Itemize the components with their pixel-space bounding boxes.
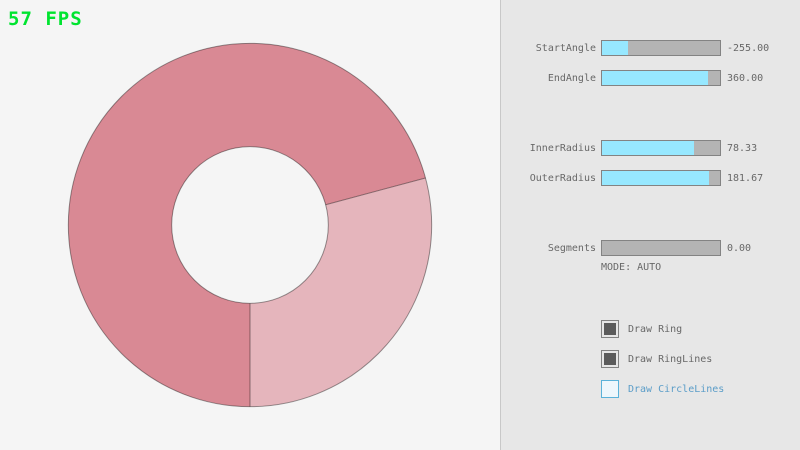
checkbox-box-icon[interactable] (601, 380, 619, 398)
ring-outer-outline (67, 42, 433, 408)
ring-inner-outline (171, 146, 329, 304)
checkbox-box-icon[interactable] (601, 320, 619, 338)
checkbox-draw-ringlines-label: Draw RingLines (628, 354, 713, 365)
checkbox-draw-ring-label: Draw Ring (628, 324, 683, 335)
checkbox-draw-ring[interactable]: Draw Ring (501, 320, 800, 338)
fps-counter: 57 FPS (8, 8, 83, 30)
segments-mode-text: MODE: AUTO (601, 262, 662, 273)
slider-row-outerradius: OuterRadius 181.67 (501, 170, 800, 186)
segments-value: 0.00 (727, 243, 752, 254)
outerradius-label: OuterRadius (529, 173, 596, 184)
ring-single-sector (250, 177, 432, 407)
outerradius-value: 181.67 (727, 173, 764, 184)
checkbox-draw-circlelines-label: Draw CircleLines (628, 384, 725, 395)
checkbox-box-icon[interactable] (601, 350, 619, 368)
segments-label: Segments (547, 243, 596, 254)
endangle-value: 360.00 (727, 73, 764, 84)
innerradius-slider-fill (602, 141, 695, 155)
innerradius-label: InnerRadius (529, 143, 596, 154)
checkbox-draw-circlelines[interactable]: Draw CircleLines (501, 380, 800, 398)
ring-chart (67, 42, 433, 408)
slider-row-endangle: EndAngle 360.00 (501, 70, 800, 86)
startangle-slider[interactable] (601, 40, 721, 56)
outerradius-slider-fill (602, 171, 710, 185)
ring-overlap-sector (68, 43, 426, 407)
startangle-value: -255.00 (727, 43, 770, 54)
endangle-slider-fill (602, 71, 709, 85)
innerradius-slider[interactable] (601, 140, 721, 156)
checkbox-draw-ringlines[interactable]: Draw RingLines (501, 350, 800, 368)
endangle-slider[interactable] (601, 70, 721, 86)
endangle-label: EndAngle (547, 73, 596, 84)
slider-row-innerradius: InnerRadius 78.33 (501, 140, 800, 156)
controls-panel: StartAngle -255.00 EndAngle 360.00 Inner… (500, 0, 800, 450)
ring-boundary-line (325, 177, 426, 206)
outerradius-slider[interactable] (601, 170, 721, 186)
startangle-label: StartAngle (535, 43, 596, 54)
startangle-slider-fill (602, 41, 628, 55)
segments-slider[interactable] (601, 240, 721, 256)
innerradius-value: 78.33 (727, 143, 758, 154)
slider-row-segments: Segments 0.00 (501, 240, 800, 256)
slider-row-startangle: StartAngle -255.00 (501, 40, 800, 56)
